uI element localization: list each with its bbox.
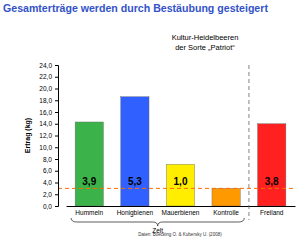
x-tick-label: Hummeln (75, 209, 103, 216)
y-tick: 14,0 (39, 120, 58, 127)
y-tick-label: 20,0 (39, 85, 52, 92)
x-tick: Kontrolle (213, 206, 239, 216)
y-tick-label: 8,0 (43, 156, 52, 163)
y-tick: 6,0 (43, 167, 58, 174)
bars (58, 97, 295, 206)
y-tick-mark (55, 136, 58, 137)
y-tick-label: 10,0 (39, 144, 52, 151)
y-tick-label: 4,0 (43, 179, 52, 186)
y-tick-label: 12,0 (39, 132, 52, 139)
bar (258, 124, 286, 206)
y-tick: 20,0 (39, 85, 58, 92)
bar-annotation: 3,9 (82, 176, 96, 187)
y-tick-mark (55, 89, 58, 90)
y-axis-line (55, 66, 59, 207)
x-tick-label: Mauerbienen (162, 209, 200, 216)
y-tick: 2,0 (43, 191, 58, 198)
source: Daten: Boecking O. & Kubersky U. (2008) (138, 232, 222, 237)
y-tick-label: 14,0 (39, 120, 52, 127)
y-tick-label: 22,0 (39, 73, 52, 80)
y-tick-mark (55, 112, 58, 113)
y-tick-mark (55, 124, 58, 125)
x-tick-label: Honigbienen (117, 209, 154, 217)
group-separator (248, 65, 249, 220)
y-tick-mark (55, 171, 58, 172)
x-tick: Freiland (260, 206, 284, 216)
y-tick-mark (55, 159, 58, 160)
bar-annotation: 5,3 (128, 176, 142, 187)
y-tick: 12,0 (39, 132, 58, 139)
x-axis-line (67, 206, 296, 207)
subtitle: Kultur-Heidelbeeren (172, 33, 239, 42)
x-tick: Hummeln (75, 206, 103, 216)
group-bracket (71, 218, 244, 226)
bar (75, 122, 103, 206)
y-axis: 0,0 2,0 4,0 6,0 8,0 10,0 12,0 14,0 16,0 18,0 20,0 2… (39, 62, 58, 210)
bar-annotation: 1,0 (174, 176, 188, 187)
bar (121, 97, 149, 206)
y-tick-label: 24,0 (39, 62, 52, 69)
y-tick: 24,0 (39, 62, 58, 69)
y-tick: 0,0 (43, 203, 58, 210)
y-tick: 22,0 (39, 73, 58, 80)
y-tick-label: 0,0 (43, 203, 52, 210)
y-tick: 18,0 (39, 97, 58, 104)
x-tick-label: Kontrolle (213, 209, 239, 216)
y-tick-label: 16,0 (39, 109, 52, 116)
x-tick-label: Freiland (260, 209, 284, 216)
x-tick: Mauerbienen (162, 206, 200, 216)
y-tick-mark (55, 147, 58, 148)
y-tick: 16,0 (39, 109, 58, 116)
y-tick-mark (55, 65, 58, 66)
y-tick: 10,0 (39, 144, 58, 151)
bar (212, 188, 240, 206)
y-tick-label: 2,0 (43, 191, 52, 198)
y-tick: 4,0 (43, 179, 58, 186)
subtitle: der Sorte „Patriot“ (175, 43, 235, 52)
bar-annotation: 3,8 (265, 176, 279, 187)
y-tick-mark (55, 77, 58, 78)
x-axis: Hummeln Honigbienen Mauerbienen Kontrolle Fr… (67, 206, 296, 217)
y-tick-mark (55, 206, 58, 207)
reference-line (58, 188, 295, 189)
y-tick-mark (55, 183, 58, 184)
y-tick-mark (55, 100, 58, 101)
y-axis-title: Ertrag (kg) (24, 118, 32, 153)
x-tick: Honigbienen (117, 206, 154, 217)
y-tick: 8,0 (43, 156, 58, 163)
chart: Gesamterträge werden durch Bestäubung ge… (0, 0, 300, 239)
y-tick-label: 18,0 (39, 97, 52, 104)
title: Gesamterträge werden durch Bestäubung ge… (3, 2, 268, 14)
y-tick-label: 6,0 (43, 167, 52, 174)
bar (166, 164, 194, 206)
y-tick-mark (55, 194, 58, 195)
